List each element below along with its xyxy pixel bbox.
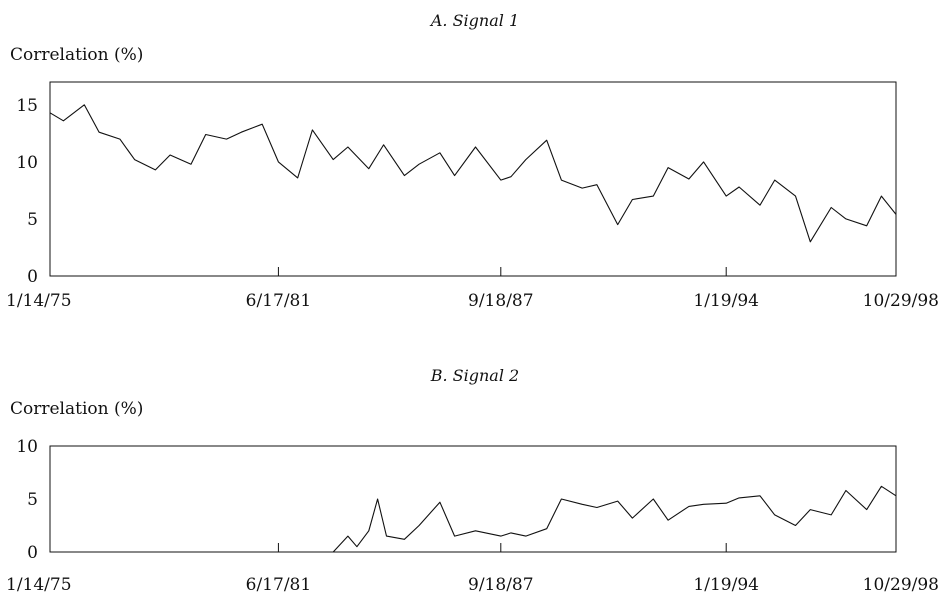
panel-b-x-tick-label: 1/19/94 [693,575,759,595]
panel-a-y-tick-label: 15 [16,96,38,116]
panel-b-x-tick-label: 10/29/98 [863,575,939,595]
panel-b-y-tick-label: 10 [16,437,38,457]
panel-a-title: A. Signal 1 [429,11,519,30]
panel-b-series-line [332,485,897,553]
panel-a-x-tick-label: 9/18/87 [468,291,534,311]
panel-b-x-tick-label: 6/17/81 [246,575,312,595]
panel-b-y-tick-label: 5 [27,490,38,510]
panel-a-y-axis-label: Correlation (%) [10,45,143,65]
panel-b-plot-frame [49,445,897,553]
panel-a-y-tick-label: 0 [27,267,38,287]
panel-b-y-tick-label: 0 [27,543,38,563]
panel-a-series-line [49,104,897,243]
panel-a-plot-frame [49,81,897,277]
panel-b-title: B. Signal 2 [430,366,519,385]
panel-a-x-tick-label: 10/29/98 [863,291,939,311]
panel-a-y-tick-label: 5 [27,210,38,230]
panel-b-x-tick-label: 1/14/75 [6,575,72,595]
panel-a-x-tick-label: 6/17/81 [246,291,312,311]
panel-a-y-tick-label: 10 [16,153,38,173]
panel-a-x-tick-label: 1/19/94 [693,291,759,311]
panel-a-x-tick-label: 1/14/75 [6,291,72,311]
panel-b-y-axis-label: Correlation (%) [10,399,143,419]
panel-b-x-tick-label: 9/18/87 [468,575,534,595]
